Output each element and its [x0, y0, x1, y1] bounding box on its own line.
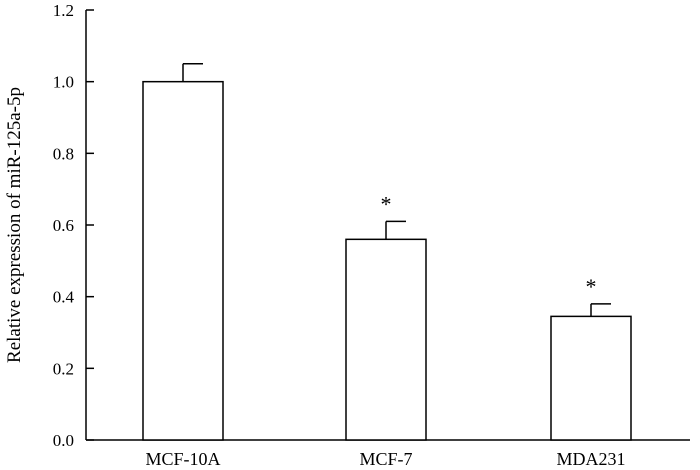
category-label: MDA231	[556, 449, 625, 469]
y-tick-label: 0.8	[53, 144, 74, 163]
y-tick-label: 0.6	[53, 216, 74, 235]
y-tick-label: 1.2	[53, 1, 74, 20]
category-label: MCF-7	[359, 449, 412, 469]
y-tick-label: 0.0	[53, 431, 74, 450]
bar-mda231	[550, 315, 632, 441]
category-labels: MCF-10A MCF-7 MDA231	[145, 449, 625, 469]
y-tick-label: 0.4	[53, 288, 75, 307]
category-label: MCF-10A	[145, 449, 220, 469]
bar-mcf-7	[345, 238, 427, 441]
bars: **	[142, 63, 632, 441]
y-tick-label: 1.0	[53, 73, 74, 92]
significance-marker: *	[586, 274, 597, 299]
significance-marker: *	[381, 191, 392, 216]
y-tick-label: 0.2	[53, 359, 74, 378]
y-ticks: 0.0 0.2 0.4 0.6 0.8 1.0 1.2	[53, 1, 94, 450]
y-axis-label: Relative expression of miR-125a-5p	[4, 87, 25, 363]
bar-mcf-10a	[142, 80, 224, 441]
